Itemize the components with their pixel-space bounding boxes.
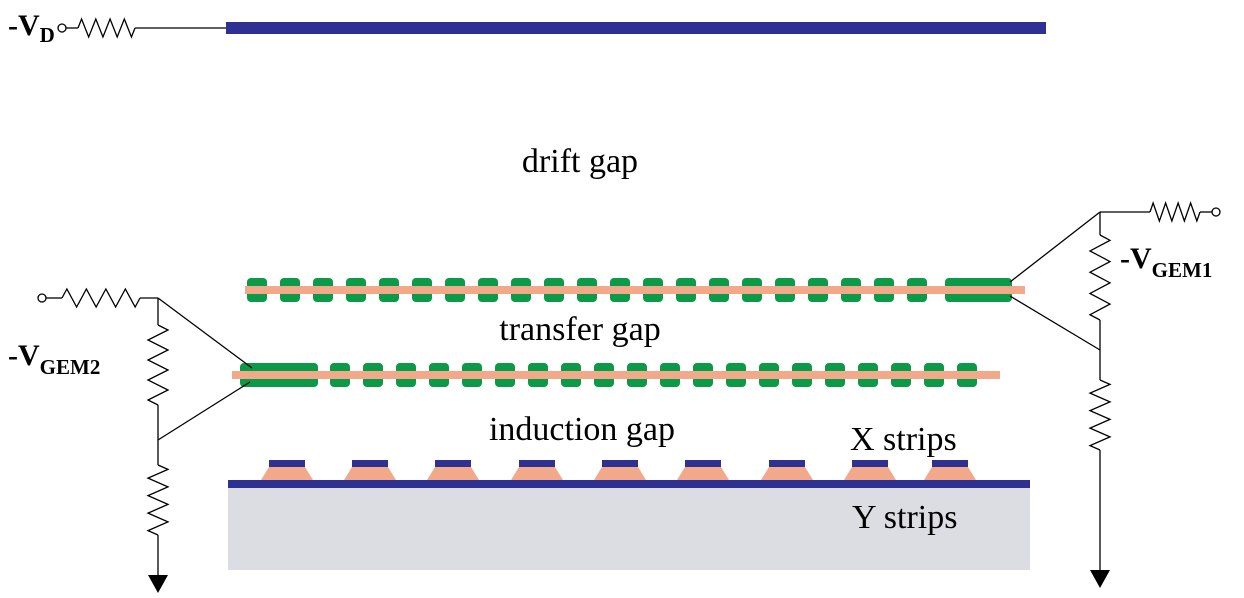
x-strip (602, 460, 638, 467)
x-strip (352, 460, 388, 467)
induction-gap-label: induction gap (489, 411, 675, 448)
x-strip-base (594, 467, 646, 480)
drift-gap-label: drift gap (522, 143, 638, 180)
terminal (1211, 207, 1221, 217)
wire (1088, 379, 1112, 451)
gem1-voltage-label: -VGEM1 (1120, 242, 1212, 282)
x-strip (519, 460, 555, 467)
wire (61, 287, 141, 309)
terminal (37, 293, 47, 303)
x-strip (769, 460, 805, 467)
x-strips-label: X strips (850, 421, 957, 458)
wire (146, 324, 170, 406)
transfer-gap-label: transfer gap (499, 311, 660, 348)
x-strip (852, 460, 888, 467)
gem-foil (232, 371, 1000, 379)
x-strip-base (344, 467, 396, 480)
x-strip-base (261, 467, 313, 480)
ground (148, 575, 168, 593)
drift-electrode (226, 22, 1046, 34)
y-strips-label: Y strips (852, 499, 957, 536)
x-strip (435, 460, 471, 467)
gem2-voltage-label: -VGEM2 (8, 339, 100, 379)
x-strip (269, 460, 305, 467)
y-strip-layer (228, 480, 1030, 488)
x-strip (932, 460, 968, 467)
wire (1149, 201, 1201, 223)
wire (1009, 295, 1101, 351)
x-strip-base (924, 467, 976, 480)
x-strip-base (511, 467, 563, 480)
gem-foil (245, 286, 1025, 294)
x-strip-base (844, 467, 896, 480)
wire (1009, 211, 1101, 283)
terminal (57, 23, 67, 33)
x-strip-base (427, 467, 479, 480)
wire (157, 297, 253, 369)
wire (77, 17, 136, 39)
readout-board (228, 488, 1030, 570)
wire (157, 381, 251, 441)
drift-voltage-label: -VD (8, 9, 55, 47)
ground (1090, 570, 1110, 588)
x-strip (685, 460, 721, 467)
x-strip-base (761, 467, 813, 480)
wire (1088, 234, 1112, 321)
x-strip-base (677, 467, 729, 480)
wire (146, 464, 170, 536)
